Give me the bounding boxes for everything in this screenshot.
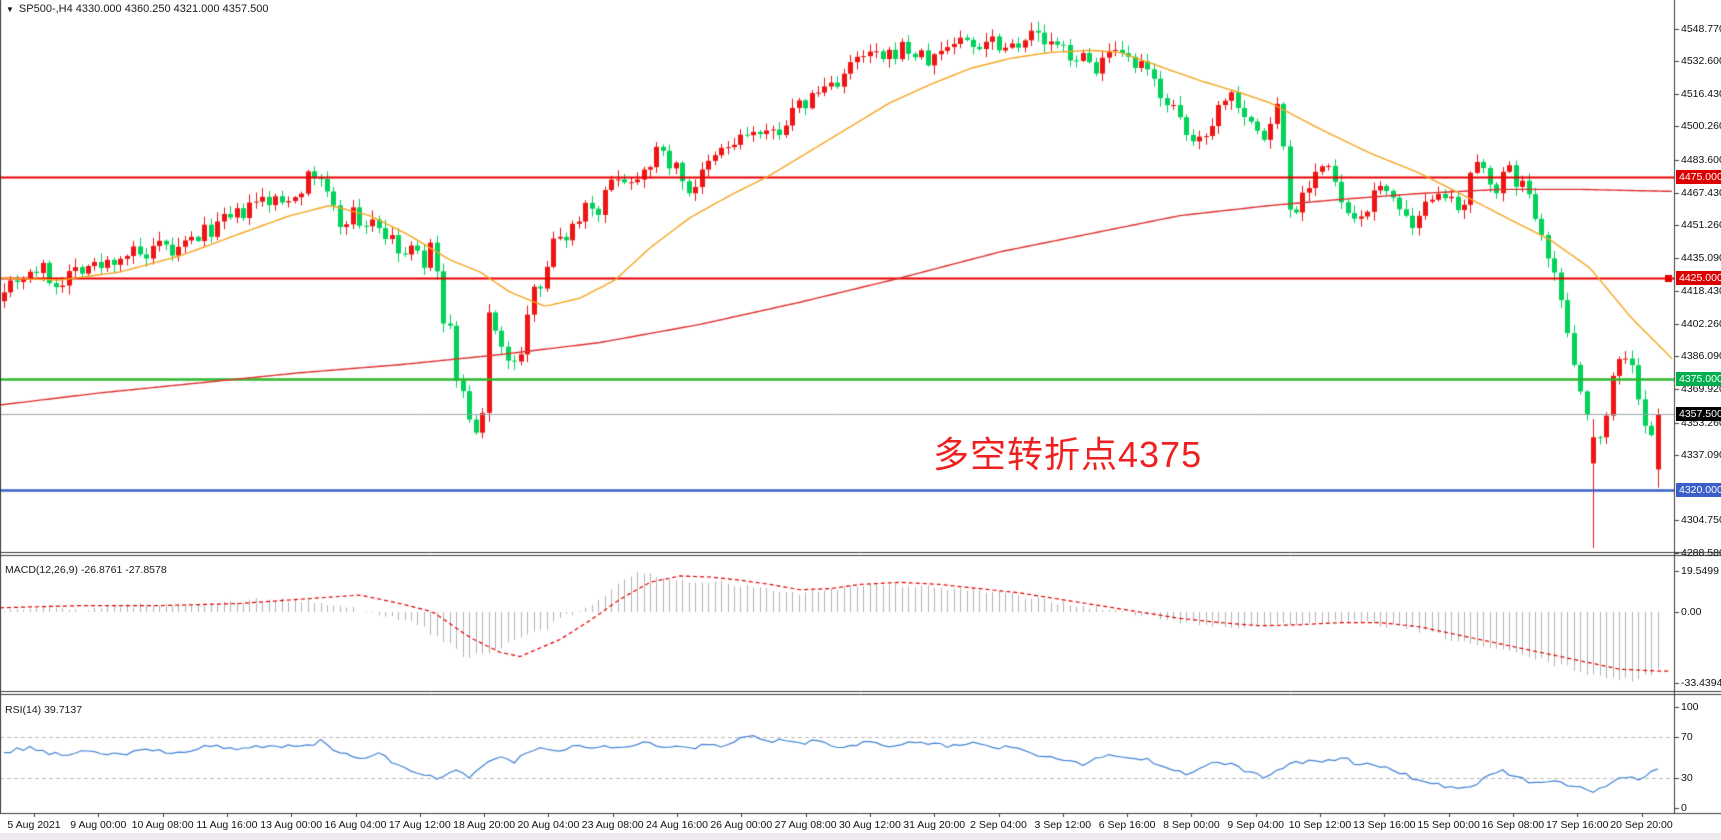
time-axis-label: 16 Aug 04:00 xyxy=(324,819,387,831)
price-tick-label: 4418.430 xyxy=(1681,285,1721,298)
time-axis-label: 30 Aug 12:00 xyxy=(838,819,901,831)
price-tick-label: 4500.260 xyxy=(1681,120,1721,133)
time-axis-label: 6 Sep 16:00 xyxy=(1098,819,1156,831)
time-axis-label: 15 Sep 00:00 xyxy=(1417,819,1480,831)
time-axis-label: 17 Sep 16:00 xyxy=(1545,819,1609,831)
price-tick-label: 4402.260 xyxy=(1681,317,1721,330)
time-axis-label: 13 Sep 16:00 xyxy=(1353,819,1416,831)
macd-scale-label: -33.4394 xyxy=(1681,676,1721,689)
price-badge-pivot-line-price: 4375.000 xyxy=(1676,371,1721,386)
time-axis-label: 10 Sep 12:00 xyxy=(1288,819,1352,831)
price-tick-label: 4483.600 xyxy=(1681,153,1721,166)
time-axis-label: 13 Aug 00:00 xyxy=(260,819,323,831)
time-axis-label: 17 Aug 12:00 xyxy=(388,819,451,831)
price-tick-label: 4369.920 xyxy=(1681,383,1721,396)
window-bottom-strip xyxy=(0,833,1721,840)
price-tick-label: 4467.430 xyxy=(1681,186,1721,199)
time-axis-label: 16 Sep 08:00 xyxy=(1481,819,1545,831)
price-tick-label: 4451.260 xyxy=(1681,219,1721,232)
time-axis-label: 31 Aug 20:00 xyxy=(903,819,966,831)
time-axis-label: 24 Aug 16:00 xyxy=(646,819,708,831)
rsi-scale-label: 100 xyxy=(1681,701,1699,713)
time-axis-label: 11 Aug 16:00 xyxy=(196,819,258,831)
price-tick-label: 4516.430 xyxy=(1681,87,1721,100)
symbol-ohlc-text: SP500-,H4 4330.000 4360.250 4321.000 435… xyxy=(18,3,269,15)
time-axis-label: 3 Sep 12:00 xyxy=(1034,819,1092,831)
price-tick-label: 4548.770 xyxy=(1681,22,1721,35)
price-tick-label: 4288.580 xyxy=(1681,546,1721,559)
macd-indicator-label: MACD(12,26,9) -26.8761 -27.8578 xyxy=(5,564,167,576)
price-tick-label: 4337.090 xyxy=(1681,449,1721,462)
time-axis-label: 20 Aug 04:00 xyxy=(517,819,580,831)
time-axis-label: 23 Aug 08:00 xyxy=(581,819,644,831)
symbol-info-bar: ▼ SP500-,H4 4330.000 4360.250 4321.000 4… xyxy=(6,3,268,15)
time-axis-label: 2 Sep 04:00 xyxy=(970,819,1027,831)
time-axis-label: 20 Sep 20:00 xyxy=(1610,819,1673,831)
rsi-scale-label: 70 xyxy=(1681,731,1693,744)
price-badge-last-price: 4357.500 xyxy=(1676,407,1721,422)
price-tick-label: 4532.600 xyxy=(1681,55,1721,68)
time-axis-label: 18 Aug 20:00 xyxy=(453,819,516,831)
time-axis-label: 8 Sep 00:00 xyxy=(1163,819,1220,831)
time-axis-label: 26 Aug 00:00 xyxy=(710,819,773,831)
chevron-down-icon[interactable]: ▼ xyxy=(6,4,14,14)
price-tick-label: 4386.090 xyxy=(1681,350,1721,363)
time-axis-label: 5 Aug 2021 xyxy=(7,819,61,831)
price-badge-support-line-price: 4320.000 xyxy=(1676,482,1721,497)
macd-scale-label: 0.00 xyxy=(1681,606,1702,618)
price-badge-resistance-line-price: 4475.000 xyxy=(1676,170,1721,185)
chart-annotation: 多空转折点4375 xyxy=(933,434,1203,475)
macd-scale-label: 19.5499 xyxy=(1681,564,1719,577)
price-tick-label: 4435.090 xyxy=(1681,251,1721,264)
rsi-scale-label: 30 xyxy=(1681,771,1693,784)
price-tick-label: 4304.750 xyxy=(1681,514,1721,527)
time-axis-label: 9 Sep 04:00 xyxy=(1227,819,1285,831)
time-axis-label: 27 Aug 08:00 xyxy=(774,819,837,831)
time-axis-label: 9 Aug 00:00 xyxy=(70,819,127,831)
rsi-scale-label: 0 xyxy=(1681,802,1687,814)
price-badge-resistance-line-price: 4425.000 xyxy=(1676,271,1721,286)
rsi-indicator-label: RSI(14) 39.7137 xyxy=(5,704,83,716)
time-axis-label: 10 Aug 08:00 xyxy=(131,819,194,831)
